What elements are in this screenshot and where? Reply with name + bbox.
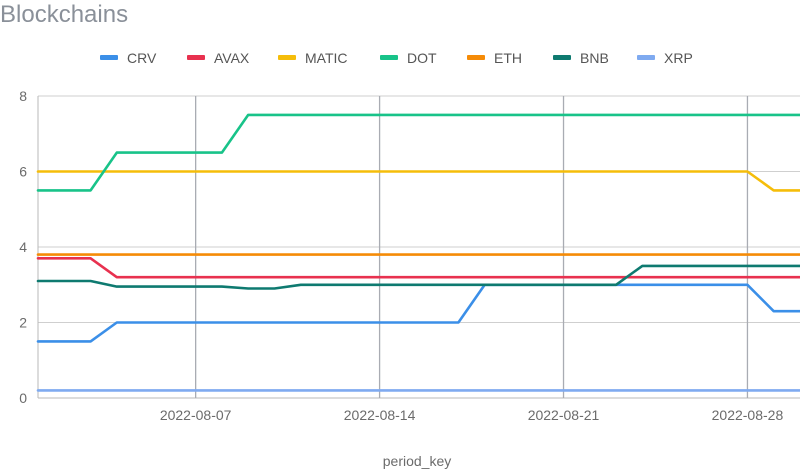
legend-swatch <box>380 55 398 60</box>
series-line-dot <box>36 113 800 192</box>
series-line-crv <box>36 283 800 343</box>
legend-label: AVAX <box>214 50 250 66</box>
legend-label: BNB <box>580 50 609 66</box>
series-line-bnb <box>36 264 800 290</box>
legend-item-dot[interactable]: DOT <box>380 50 437 66</box>
y-tick-label: 4 <box>19 239 27 255</box>
x-tick-label: 2022-08-28 <box>712 407 784 423</box>
chart-title: Blockchains <box>0 1 129 28</box>
y-axis-ticks: 0 2 4 6 8 <box>19 88 27 406</box>
legend-swatch <box>467 55 485 60</box>
legend-label: CRV <box>127 50 157 66</box>
legend-swatch <box>100 55 118 60</box>
x-axis-ticks: 2022-08-07 2022-08-14 2022-08-21 2022-08-28 <box>160 407 784 423</box>
legend-item-eth[interactable]: ETH <box>467 50 522 66</box>
legend-swatch <box>187 55 205 60</box>
legend-item-matic[interactable]: MATIC <box>278 50 348 66</box>
y-tick-label: 2 <box>19 315 27 331</box>
y-tick-label: 6 <box>19 164 27 180</box>
legend-item-bnb[interactable]: BNB <box>553 50 609 66</box>
legend-swatch <box>553 55 571 60</box>
legend-item-crv[interactable]: CRV <box>100 50 157 66</box>
series-lines <box>36 113 800 392</box>
x-tick-label: 2022-08-14 <box>344 407 416 423</box>
series-line-matic <box>36 170 800 192</box>
legend-label: XRP <box>664 50 693 66</box>
legend-item-xrp[interactable]: XRP <box>637 50 693 66</box>
legend-label: DOT <box>407 50 437 66</box>
y-tick-label: 0 <box>19 390 27 406</box>
legend-item-avax[interactable]: AVAX <box>187 50 250 66</box>
x-axis-title: period_key <box>383 453 452 469</box>
legend-label: ETH <box>494 50 522 66</box>
y-tick-label: 8 <box>19 88 27 104</box>
series-line-avax <box>36 256 800 279</box>
x-tick-label: 2022-08-21 <box>528 407 600 423</box>
legend-swatch <box>637 55 655 60</box>
legend-swatch <box>278 55 296 60</box>
grid-lines <box>37 95 800 399</box>
x-tick-label: 2022-08-07 <box>160 407 232 423</box>
legend: CRV AVAX MATIC DOT ETH BNB XRP <box>100 50 693 66</box>
legend-label: MATIC <box>305 50 348 66</box>
